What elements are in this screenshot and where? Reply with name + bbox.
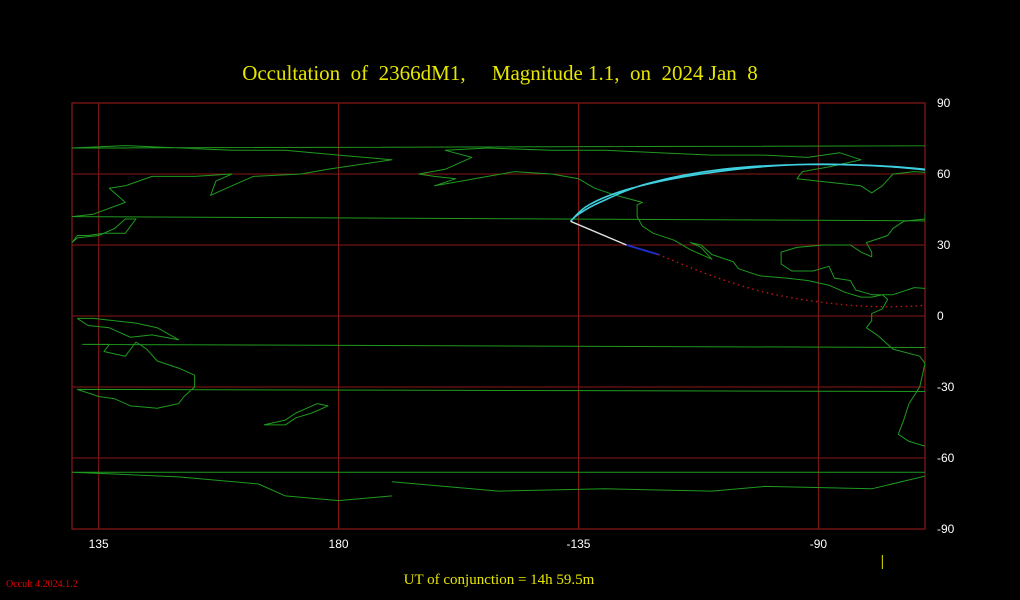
occultation-path-loop bbox=[569, 163, 925, 222]
occultation-path-white-segment bbox=[570, 220, 627, 246]
x-tick-label: -90 bbox=[810, 537, 828, 551]
coastline bbox=[77, 317, 180, 341]
x-tick-label: -135 bbox=[566, 537, 590, 551]
occultation-path-dotted-arc bbox=[658, 253, 925, 308]
coastlines bbox=[72, 130, 925, 502]
coastline bbox=[72, 471, 925, 502]
coastline bbox=[76, 341, 925, 409]
y-tick-label: -30 bbox=[937, 380, 955, 394]
y-tick-label: 90 bbox=[937, 96, 951, 110]
conjunction-label: UT of conjunction = 14h 59.5m bbox=[404, 572, 595, 588]
coastline bbox=[72, 218, 137, 243]
coastline bbox=[72, 145, 925, 222]
y-tick-label: -60 bbox=[937, 451, 955, 465]
x-tick-label: 135 bbox=[89, 537, 109, 551]
coastline bbox=[865, 287, 925, 447]
x-tick-label: 180 bbox=[329, 537, 349, 551]
occultation-path-blue-segment bbox=[626, 244, 659, 256]
y-tick-label: -90 bbox=[937, 522, 955, 536]
figure-title: Occultation of 2366dM1, Magnitude 1.1, o… bbox=[242, 61, 758, 85]
coastline bbox=[924, 130, 925, 132]
y-tick-label: 30 bbox=[937, 238, 951, 252]
coastline bbox=[418, 147, 925, 298]
occultation-paths bbox=[569, 163, 925, 308]
coastline bbox=[263, 403, 329, 426]
version-label: Occult 4.2024.1.2 bbox=[6, 579, 78, 590]
graticule-grid bbox=[72, 103, 925, 529]
y-tick-label: 0 bbox=[937, 309, 944, 323]
y-tick-labels: 90 60 30 0 -30 -60 -90 bbox=[937, 96, 955, 536]
y-tick-label: 60 bbox=[937, 167, 951, 181]
map-area bbox=[71, 102, 926, 530]
